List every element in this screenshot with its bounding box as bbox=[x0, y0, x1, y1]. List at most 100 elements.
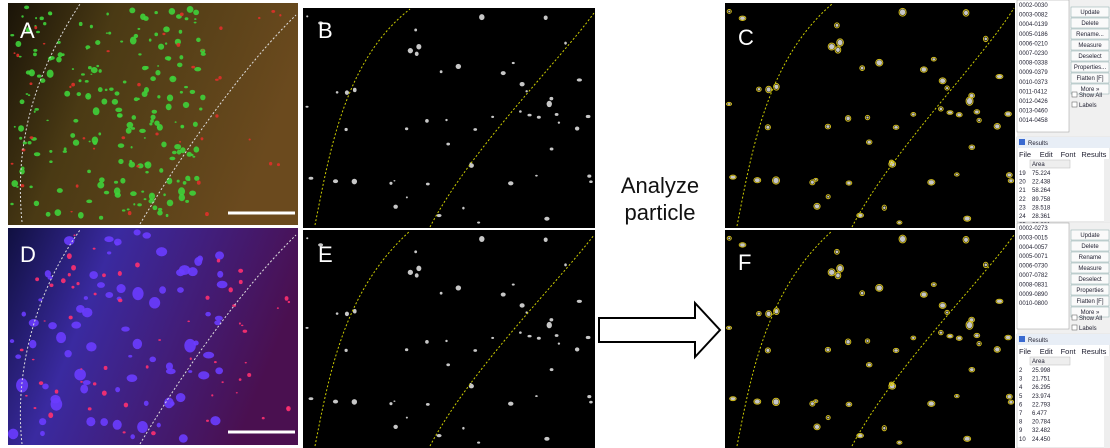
particle bbox=[114, 91, 119, 95]
particle bbox=[193, 340, 198, 345]
button-label[interactable]: Deselect bbox=[1078, 277, 1102, 283]
particle bbox=[134, 97, 139, 101]
particle bbox=[549, 97, 553, 100]
particle bbox=[353, 309, 357, 313]
button-label[interactable]: Measure bbox=[1078, 266, 1102, 272]
particle bbox=[73, 119, 78, 123]
particle bbox=[181, 125, 184, 127]
particle bbox=[56, 57, 62, 63]
particle bbox=[527, 335, 531, 338]
particle bbox=[104, 236, 113, 242]
particle bbox=[577, 300, 582, 303]
particle bbox=[773, 178, 778, 184]
particle bbox=[11, 163, 14, 165]
button-label[interactable]: Delete bbox=[1081, 244, 1099, 250]
button-label[interactable]: Rename... bbox=[1076, 32, 1104, 38]
particle bbox=[161, 142, 166, 148]
table-cell: 21 bbox=[1019, 188, 1026, 194]
button-label[interactable]: Delete bbox=[1081, 21, 1099, 27]
particle bbox=[520, 82, 525, 86]
menu-item[interactable]: File bbox=[1019, 347, 1031, 356]
particle bbox=[55, 209, 62, 216]
menu-item[interactable]: Edit bbox=[1040, 150, 1054, 159]
particle bbox=[1007, 173, 1011, 176]
particle bbox=[178, 187, 185, 195]
particle bbox=[118, 159, 123, 164]
menu-item[interactable]: Results bbox=[1081, 347, 1106, 356]
table-cell: 26.295 bbox=[1032, 385, 1051, 391]
particle bbox=[123, 431, 126, 433]
button-label[interactable]: Rename bbox=[1079, 255, 1102, 261]
particle bbox=[586, 115, 591, 118]
particle bbox=[89, 141, 91, 143]
roi-item: 0007-0782 bbox=[1019, 273, 1048, 279]
particle bbox=[19, 56, 22, 58]
particle bbox=[975, 110, 979, 113]
button-label[interactable]: Measure bbox=[1078, 43, 1102, 49]
button-label[interactable]: Properties bbox=[1076, 288, 1103, 294]
checkbox[interactable] bbox=[1072, 102, 1077, 107]
particle bbox=[149, 357, 156, 363]
particle bbox=[15, 354, 21, 358]
menu-item[interactable]: Edit bbox=[1040, 347, 1054, 356]
particle bbox=[47, 70, 54, 78]
particle bbox=[389, 182, 392, 185]
particle bbox=[239, 378, 242, 381]
particle bbox=[43, 43, 45, 45]
particle bbox=[71, 265, 76, 271]
particle bbox=[587, 174, 591, 177]
particle bbox=[217, 259, 220, 263]
particle bbox=[131, 127, 135, 130]
button-label[interactable]: Deselect bbox=[1078, 54, 1102, 60]
button-label[interactable]: Properties... bbox=[1074, 65, 1107, 71]
menu-item[interactable]: Results bbox=[1081, 150, 1106, 159]
particle bbox=[152, 205, 157, 210]
particle bbox=[23, 142, 27, 145]
particle bbox=[727, 103, 730, 105]
particle bbox=[564, 263, 567, 266]
menu-item[interactable]: Font bbox=[1061, 150, 1077, 159]
particle bbox=[956, 174, 959, 176]
particle bbox=[217, 271, 223, 278]
particle bbox=[133, 339, 142, 349]
roi-item: 0011-0412 bbox=[1019, 89, 1048, 95]
particle bbox=[71, 83, 75, 87]
particle bbox=[218, 76, 221, 80]
table-cell: 75.224 bbox=[1032, 171, 1051, 177]
checkbox[interactable] bbox=[1072, 325, 1077, 330]
particle bbox=[64, 91, 70, 97]
particle bbox=[113, 420, 122, 430]
checkbox[interactable] bbox=[1072, 315, 1077, 320]
particle bbox=[970, 146, 974, 149]
checkbox[interactable] bbox=[1072, 92, 1077, 97]
particle bbox=[16, 378, 28, 392]
table-cell: 6.477 bbox=[1032, 411, 1048, 417]
menu-item[interactable]: File bbox=[1019, 150, 1031, 159]
particle bbox=[175, 121, 177, 123]
particle bbox=[415, 273, 419, 277]
particle bbox=[29, 319, 39, 327]
button-label[interactable]: Flatten [F] bbox=[1076, 76, 1103, 82]
menu-item[interactable]: Font bbox=[1061, 347, 1077, 356]
particle bbox=[305, 106, 308, 108]
particle bbox=[194, 146, 200, 152]
particle bbox=[211, 394, 213, 396]
particle bbox=[1009, 179, 1013, 182]
particle bbox=[479, 236, 484, 242]
particle bbox=[25, 395, 28, 397]
particle bbox=[978, 119, 980, 121]
particle bbox=[37, 75, 41, 78]
button-label[interactable]: Update bbox=[1080, 233, 1100, 239]
micrograph bbox=[8, 228, 298, 445]
table-cell: 24 bbox=[1019, 214, 1026, 220]
button-label[interactable]: Update bbox=[1080, 10, 1100, 16]
particle bbox=[535, 175, 538, 177]
arrow-label: Analyze bbox=[621, 173, 699, 198]
particle bbox=[194, 176, 199, 181]
particle bbox=[102, 390, 107, 395]
particle bbox=[731, 397, 736, 400]
particle bbox=[512, 283, 515, 285]
button-label[interactable]: Flatten [F] bbox=[1076, 299, 1103, 305]
particle bbox=[811, 181, 814, 184]
particle bbox=[415, 52, 419, 56]
